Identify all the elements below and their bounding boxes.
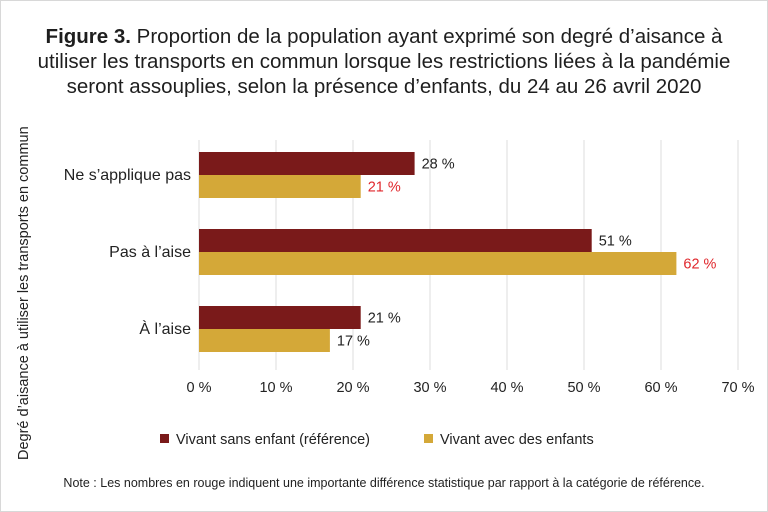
x-tick-label: 50 % bbox=[567, 380, 600, 396]
legend-label: Vivant sans enfant (référence) bbox=[176, 432, 370, 448]
x-tick-label: 70 % bbox=[721, 380, 754, 396]
title-text: Proportion de la population ayant exprim… bbox=[37, 25, 731, 98]
chart-title: Figure 3. Proportion de la population ay… bbox=[20, 24, 748, 99]
legend-item-sans-enfant: Vivant sans enfant (référence) bbox=[160, 432, 370, 448]
x-tick-labels: 0 % 10 % 20 % 30 % 40 % 50 % 60 % 70 % bbox=[187, 380, 755, 396]
footnote: Note : Les nombres en rouge indiquent un… bbox=[63, 476, 705, 490]
data-label: 62 % bbox=[683, 257, 716, 273]
data-label: 17 % bbox=[337, 334, 370, 350]
data-label: 51 % bbox=[599, 234, 632, 250]
category-label: À l’aise bbox=[139, 319, 191, 338]
legend-swatch bbox=[160, 434, 169, 443]
category-labels: Ne s’applique pas Pas à l’aise À l’aise bbox=[64, 167, 191, 338]
bars bbox=[199, 152, 677, 352]
x-tick-label: 10 % bbox=[259, 380, 292, 396]
data-labels: 28 % 21 % 51 % 62 % 21 % 17 % bbox=[337, 157, 717, 350]
legend-item-avec-enfants: Vivant avec des enfants bbox=[424, 432, 594, 448]
bar bbox=[199, 306, 361, 329]
bar bbox=[199, 152, 415, 175]
x-tick-label: 0 % bbox=[187, 380, 212, 396]
legend-label: Vivant avec des enfants bbox=[440, 432, 594, 448]
bar bbox=[199, 252, 677, 275]
bar bbox=[199, 329, 330, 352]
category-label: Ne s’applique pas bbox=[64, 167, 191, 184]
data-label: 21 % bbox=[368, 180, 401, 196]
x-tick-label: 20 % bbox=[336, 380, 369, 396]
bar bbox=[199, 175, 361, 198]
data-label: 21 % bbox=[368, 311, 401, 327]
data-label: 28 % bbox=[422, 157, 455, 173]
x-tick-label: 40 % bbox=[490, 380, 523, 396]
x-tick-label: 30 % bbox=[413, 380, 446, 396]
legend-swatch bbox=[424, 434, 434, 443]
figure-number: Figure 3. bbox=[45, 25, 131, 48]
category-label: Pas à l’aise bbox=[109, 244, 191, 261]
legend: Vivant sans enfant (référence) Vivant av… bbox=[160, 432, 644, 448]
x-tick-label: 60 % bbox=[644, 380, 677, 396]
bar bbox=[199, 229, 592, 252]
